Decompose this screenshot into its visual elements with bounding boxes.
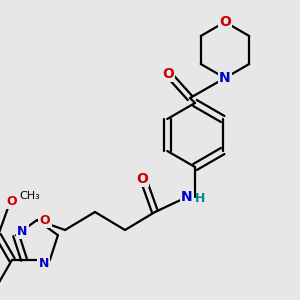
Text: O: O bbox=[136, 172, 148, 186]
Text: N: N bbox=[39, 257, 49, 270]
Text: N: N bbox=[219, 71, 231, 85]
Text: N: N bbox=[17, 225, 27, 238]
Text: O: O bbox=[219, 15, 231, 29]
Text: O: O bbox=[40, 214, 50, 226]
Text: CH₃: CH₃ bbox=[20, 190, 40, 200]
Text: H: H bbox=[195, 193, 205, 206]
Text: N: N bbox=[181, 190, 193, 204]
Text: O: O bbox=[7, 195, 17, 208]
Text: O: O bbox=[162, 67, 174, 81]
